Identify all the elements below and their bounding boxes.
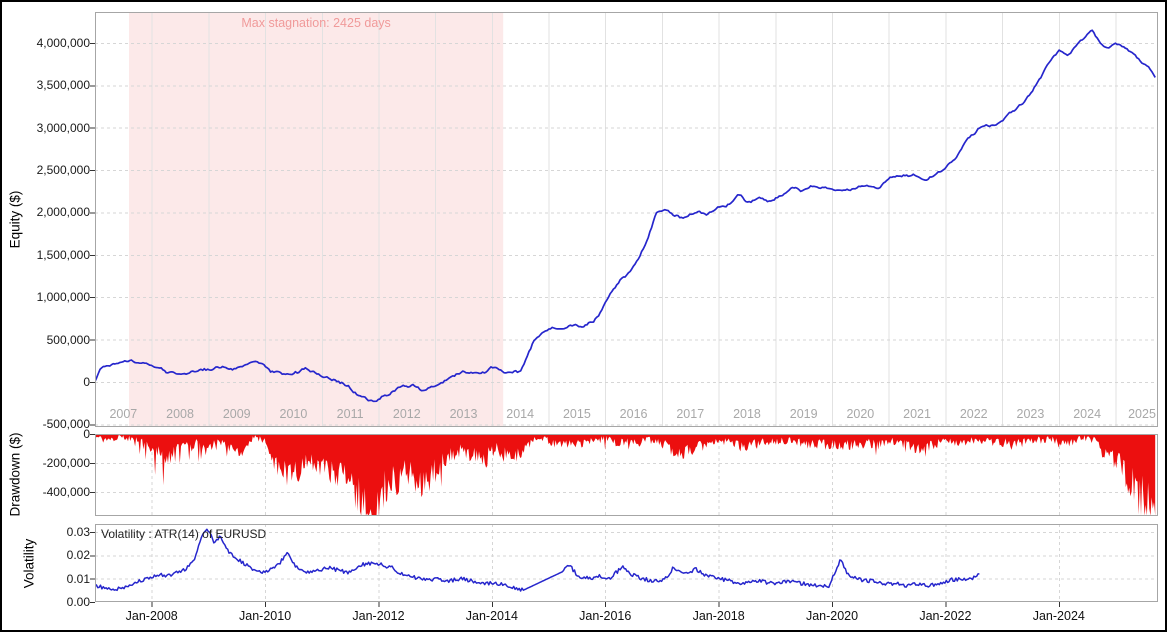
volatility-ytick-label: 0.02 [66,548,90,563]
volatility-ytick-label: 0.03 [66,524,90,539]
volatility-line [95,528,980,592]
equity-year-label: 2012 [393,407,421,421]
equity-year-label: 2022 [960,407,988,421]
equity-ytick-label: 2,500,000 [36,163,90,178]
equity-year-label: 2023 [1017,407,1045,421]
equity-year-label: 2011 [337,407,364,421]
equity-ytick-label: 500,000 [46,332,90,347]
equity-year-label: 2018 [733,407,761,421]
stagnation-region [129,12,504,427]
drawdown-area [95,434,1156,516]
equity-year-label: 2025 [1128,407,1156,421]
equity-year-label: 2016 [620,407,648,421]
equity-panel-border [95,12,1158,427]
equity-line [95,29,1156,403]
equity-year-label: 2017 [676,407,704,421]
xtick-label: Jan-2010 [239,609,292,623]
volatility-panel [95,524,1158,602]
equity-ytick-label: 3,500,000 [36,78,90,93]
drawdown-panel-border [95,434,1158,516]
equity-year-label: 2007 [109,407,137,421]
equity-year-label: 2009 [223,407,251,421]
drawdown-axis-title: Drawdown ($) [2,427,28,522]
xtick-label: Jan-2016 [579,609,632,623]
equity-year-label: 2014 [506,407,534,421]
equity-panel: 2007 2008 2009 2010 2011 2012 2013 2014 2015 2016… [95,12,1158,427]
equity-ytick-label: 3,000,000 [36,120,90,135]
drawdown-axis-title-text: Drawdown ($) [7,432,23,517]
xtick-label: Jan-2022 [919,609,972,623]
xtick-label: Jan-2008 [125,609,178,623]
xtick-label: Jan-2024 [1032,609,1085,623]
equity-year-label: 2019 [790,407,818,421]
drawdown-ytick-label: 0 [83,427,90,441]
equity-axis-title: Equity ($) [2,12,28,427]
xtick-label: Jan-2012 [352,609,405,623]
volatility-panel-border [95,524,1158,602]
equity-ytick-label: 4,000,000 [36,35,90,50]
drawdown-ytick-label: -400,000 [42,485,90,500]
drawdown-ytick-label: -200,000 [42,456,90,471]
equity-year-label: 2015 [563,407,591,421]
drawdown-panel [95,434,1158,516]
volatility-ytick-label: 0.00 [66,595,90,609]
equity-year-label: 2013 [450,407,478,421]
xtick-label: Jan-2014 [465,609,518,623]
xtick-label: Jan-2020 [805,609,859,623]
stagnation-annotation: Max stagnation: 2425 days [241,16,391,30]
equity-ytick-label: 1,500,000 [36,247,90,262]
equity-ytick-label: 0 [83,374,90,389]
xtick-label: Jan-2018 [692,609,745,623]
equity-ytick-label: -500,000 [42,417,90,432]
volatility-series-label: Volatility : ATR(14) of EURUSD [101,527,267,541]
equity-year-label: 2010 [280,407,308,421]
equity-axis-title-text: Equity ($) [7,190,23,249]
equity-ytick-label: 2,000,000 [36,205,90,220]
volatility-ytick-label: 0.01 [66,571,90,586]
equity-year-label: 2021 [903,407,931,421]
equity-year-label: 2008 [166,407,194,421]
equity-year-label: 2024 [1073,407,1101,421]
equity-year-label: 2020 [846,407,874,421]
equity-ytick-label: 1,000,000 [36,290,90,305]
